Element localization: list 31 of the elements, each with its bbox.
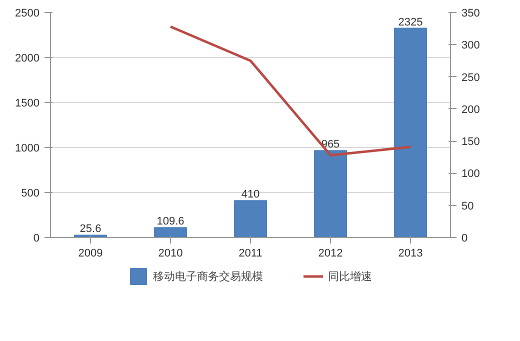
y-tick-label: 2000 xyxy=(15,52,40,64)
y-tick-label: 500 xyxy=(21,188,40,200)
y2-tick-label: 250 xyxy=(462,72,480,84)
x-tick-label: 2012 xyxy=(318,248,343,260)
data-label: 25.6 xyxy=(80,223,102,236)
y2-tick-label: 200 xyxy=(462,104,480,116)
y2-tick-label: 350 xyxy=(462,8,480,20)
legend-label: 移动电子商务交易规模 xyxy=(153,270,263,284)
x-tick-label: 2010 xyxy=(158,248,183,260)
data-label: 965 xyxy=(321,138,340,151)
y-tick-label: 1500 xyxy=(15,98,40,110)
y-tick-label: 2500 xyxy=(15,8,40,20)
y2-tick-label: 100 xyxy=(462,168,480,180)
bar xyxy=(234,200,267,238)
data-label: 109.6 xyxy=(156,216,184,228)
x-tick-label: 2013 xyxy=(398,248,423,260)
line-series xyxy=(169,25,412,156)
y-tick-label: 1000 xyxy=(15,142,40,154)
bar xyxy=(394,28,427,238)
x-tick-label: 2011 xyxy=(238,248,262,260)
data-label: 2325 xyxy=(398,16,423,28)
bar xyxy=(154,227,187,238)
y2-tick-label: 300 xyxy=(462,40,480,52)
legend-label: 同比增速 xyxy=(328,270,372,284)
y-tick-label: 0 xyxy=(33,232,40,244)
bar xyxy=(314,150,347,238)
data-label: 410 xyxy=(241,188,260,201)
x-tick-label: 2009 xyxy=(78,248,103,260)
y2-tick-label: 0 xyxy=(462,232,468,244)
y2-tick-label: 150 xyxy=(462,136,480,148)
y2-tick-label: 50 xyxy=(462,200,474,212)
